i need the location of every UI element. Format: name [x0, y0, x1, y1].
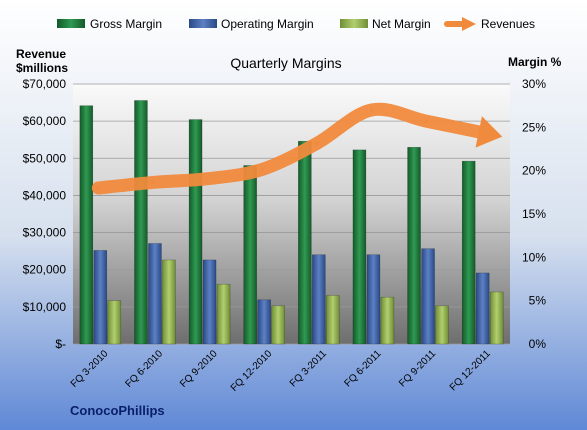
revenue-point-4 — [315, 141, 319, 145]
right-tick-label: 0% — [529, 337, 547, 351]
bar-gross-margin-4 — [298, 140, 312, 345]
bar-net-margin-1 — [162, 259, 176, 345]
bar-operating-margin-5 — [366, 254, 381, 345]
revenue-line-path — [91, 102, 488, 195]
bar-gross-margin-6 — [407, 147, 421, 345]
revenue-point-3 — [260, 167, 264, 171]
left-axis-ticks: $- $10,000 $20,000 $30,000 $40,000 $50,000 $60… — [23, 77, 67, 351]
left-tick-label: $50,000 — [23, 151, 67, 165]
left-tick-label: $70,000 — [23, 77, 67, 91]
legend-label-operating-margin: Operating Margin — [221, 17, 314, 31]
legend-swatch-operating-margin — [189, 19, 217, 28]
bar-net-margin-6 — [435, 305, 449, 345]
revenue-point-7 — [479, 130, 483, 134]
bar-gross-margin-1 — [134, 100, 148, 345]
legend-label-gross-margin: Gross Margin — [90, 17, 162, 31]
bar-net-margin-2 — [216, 283, 231, 345]
bar-net-margin-7 — [489, 291, 504, 345]
left-tick-label: $20,000 — [23, 263, 67, 277]
revenue-line — [91, 102, 503, 195]
right-tick-label: 15% — [522, 207, 546, 221]
bar-gross-margin-0 — [79, 105, 94, 345]
left-axis-title-line1: Revenue — [16, 47, 66, 61]
legend-swatch-revenues — [444, 17, 476, 31]
right-tick-label: 10% — [522, 250, 546, 264]
bar-net-margin-3 — [271, 305, 285, 345]
left-tick-label: $30,000 — [23, 226, 67, 240]
bar-net-margin-0 — [107, 300, 122, 345]
left-tick-label: $60,000 — [23, 114, 67, 128]
bar-gross-margin-2 — [188, 119, 203, 345]
bar-gross-margin-3 — [243, 165, 257, 345]
bar-operating-margin-1 — [148, 243, 162, 345]
right-tick-label: 25% — [522, 120, 546, 134]
left-tick-label: $10,000 — [23, 300, 67, 314]
right-tick-label: 30% — [522, 77, 546, 91]
bar-operating-margin-4 — [312, 254, 326, 345]
bar-operating-margin-0 — [93, 250, 108, 345]
bar-operating-margin-7 — [475, 272, 490, 345]
right-axis-ticks: 0% 5% 10% 15% 20% 25% 30% — [522, 77, 546, 351]
legend-label-net-margin: Net Margin — [372, 17, 431, 31]
company-name: ConocoPhillips — [70, 403, 165, 418]
bar-operating-margin-3 — [257, 299, 271, 345]
bar-net-margin-5 — [380, 296, 395, 345]
revenue-point-5 — [369, 108, 373, 112]
revenue-point-0 — [96, 186, 100, 190]
chart-title: Quarterly Margins — [230, 55, 341, 71]
left-tick-label: $- — [55, 337, 66, 351]
legend-label-revenues: Revenues — [481, 17, 535, 31]
revenue-point-1 — [151, 180, 155, 184]
legend-swatch-gross-margin — [57, 19, 85, 28]
right-tick-label: 5% — [529, 294, 547, 308]
left-tick-label: $40,000 — [23, 188, 67, 202]
left-axis-title-line2: $millions — [16, 61, 68, 75]
bar-gross-margin-7 — [461, 160, 476, 345]
revenue-arrowhead — [475, 116, 503, 148]
right-tick-label: 20% — [522, 164, 546, 178]
revenue-point-6 — [424, 119, 428, 123]
legend: Gross Margin Operating Margin Net Margin… — [57, 17, 535, 31]
revenue-point-2 — [206, 177, 210, 181]
legend-swatch-net-margin — [340, 19, 368, 28]
bar-gross-margin-5 — [352, 149, 367, 345]
bar-marks — [79, 100, 504, 345]
right-axis-title: Margin % — [508, 55, 562, 69]
bar-net-margin-4 — [326, 295, 340, 345]
bar-operating-margin-6 — [421, 248, 435, 345]
bar-operating-margin-2 — [202, 259, 217, 345]
